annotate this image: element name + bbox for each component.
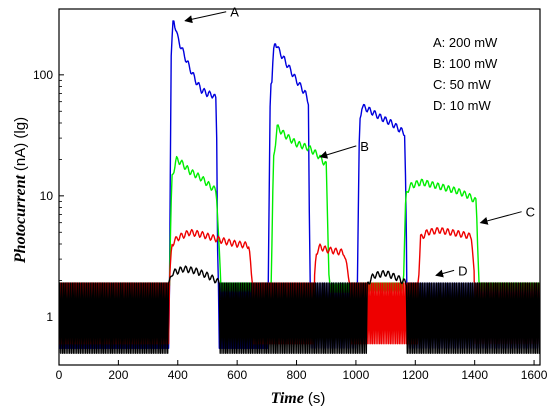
series-line-2 [59,124,540,293]
plot-frame [58,8,541,366]
legend-entry-b: B: 100 mW [433,56,498,71]
y-tick-label: 1 [46,310,53,324]
legend-entry-d: D: 10 mW [433,98,492,113]
annotation-label-a: A [230,5,239,20]
x-tick-label: 400 [168,368,188,382]
annotation-arrow-a [184,11,227,24]
x-tick-label: 1200 [402,368,429,382]
x-axis-title: Time (s) [271,390,326,407]
y-axis-title: Photocurrent (nA) (lg) [12,117,29,264]
annotation-label-d: D [458,263,467,278]
annotation-layer: A B C D [184,5,535,278]
x-tick-label: 1000 [343,368,370,382]
y-axis-label: Photocurrent [12,175,29,265]
series-line-4 [59,265,540,354]
x-tick-label: 1600 [521,368,548,382]
x-axis-label: Time [271,390,304,407]
x-axis-unit: (s) [308,390,326,407]
legend: A: 200 mW B: 100 mW C: 50 mW D: 10 mW [433,35,498,113]
y-tick-label: 10 [40,189,54,203]
x-tick-label: 1400 [461,368,488,382]
y-axis-unit: (nA) (lg) [12,117,29,171]
annotation-arrow-b [319,145,357,159]
x-tick-label: 200 [108,368,128,382]
x-tick-label: 800 [287,368,307,382]
annotation-arrow-d [435,269,455,278]
annotation-label-b: B [360,139,369,154]
legend-entry-c: C: 50 mW [433,77,492,92]
series-layer [59,20,540,354]
annotation-arrow-c [479,211,522,225]
annotation-label-c: C [526,205,535,220]
series-line-3 [59,227,540,345]
y-tick-label: 100 [33,68,53,82]
x-tick-label: 0 [56,368,63,382]
x-tick-label: 600 [227,368,247,382]
legend-entry-a: A: 200 mW [433,35,498,50]
axes-layer: 0 200 400 600 800 1000 1200 1400 1600 1 10 100 [33,68,548,382]
